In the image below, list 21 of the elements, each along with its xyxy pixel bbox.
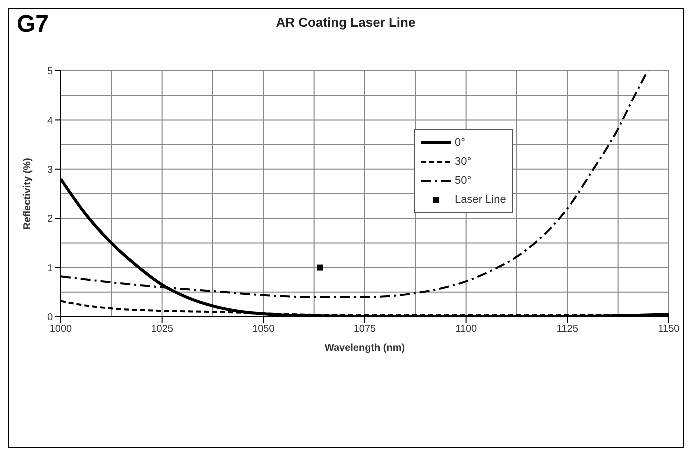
y-tick-label: 0 [47, 312, 54, 324]
y-tick-label: 1 [47, 263, 54, 274]
x-tick-label: 1000 [50, 324, 73, 336]
x-tick-label: 1075 [354, 324, 377, 336]
text: G7 [17, 11, 50, 39]
y-tick-label: 4 [47, 116, 54, 127]
x-tick-label: 1050 [252, 324, 276, 336]
y-axis-title: Reflectivity (%) [22, 158, 34, 230]
chart-title: AR Coating Laser Line [276, 15, 416, 30]
x-tick-label: 1125 [556, 324, 579, 336]
legend-label: 0° [455, 136, 466, 148]
y-tick-label: 2 [47, 214, 54, 226]
y-tick-label: 5 [47, 66, 54, 78]
y-tick-label: 3 [47, 164, 54, 176]
legend-label: 30° [455, 156, 472, 168]
legend-label: Laser Line [455, 194, 506, 206]
x-tick-label: 1150 [658, 324, 680, 336]
x-axis-title: Wavelength (nm) [324, 343, 406, 354]
x-tick-label: 1100 [456, 324, 478, 336]
x-tick-label: 1025 [151, 324, 174, 336]
legend-label: 50° [455, 174, 472, 186]
